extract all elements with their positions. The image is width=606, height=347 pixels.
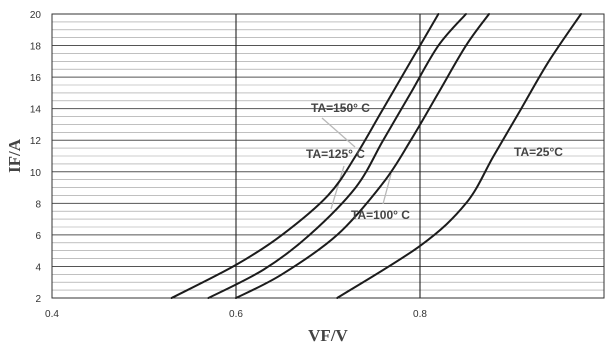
y-tick-label: 18 bbox=[30, 42, 42, 53]
curves bbox=[170, 13, 582, 299]
series-curve bbox=[336, 13, 582, 299]
y-tick-label: 4 bbox=[35, 262, 41, 273]
x-tick-labels: 0.4 0.6 0.8 bbox=[45, 309, 427, 320]
x-tick-label: 0.4 bbox=[45, 309, 59, 320]
series-curve bbox=[170, 13, 440, 299]
label-leader-line bbox=[321, 117, 356, 148]
curve-label: TA=150° C bbox=[311, 101, 370, 115]
label-leader-line bbox=[330, 165, 345, 210]
curve-label: TA=125° C bbox=[306, 147, 365, 161]
x-tick-label: 0.8 bbox=[413, 309, 427, 320]
x-tick-label: 0.6 bbox=[229, 309, 243, 320]
curve-label: TA=100° C bbox=[351, 208, 410, 222]
y-tick-label: 6 bbox=[35, 231, 41, 242]
plot-frame bbox=[51, 13, 605, 299]
series-curve bbox=[235, 13, 490, 299]
label-leader-line bbox=[382, 173, 392, 205]
y-tick-labels: 2 4 6 8 10 12 14 16 18 20 bbox=[30, 10, 42, 305]
y-tick-label: 16 bbox=[30, 73, 42, 84]
y-tick-label: 12 bbox=[30, 136, 42, 147]
curve-labels: TA=150° C TA=125° C TA=100° C TA=25°C bbox=[306, 101, 563, 222]
label-leaders bbox=[321, 117, 392, 210]
y-axis-title: IF/A bbox=[5, 138, 24, 173]
series-curve bbox=[207, 13, 467, 299]
curve-label: TA=25°C bbox=[514, 145, 563, 159]
x-axis-title: VF/V bbox=[308, 326, 348, 345]
y-tick-label: 2 bbox=[35, 294, 41, 305]
y-tick-label: 10 bbox=[30, 168, 42, 179]
y-tick-label: 8 bbox=[35, 199, 41, 210]
y-tick-label: 20 bbox=[30, 10, 42, 21]
y-tick-label: 14 bbox=[30, 105, 42, 116]
